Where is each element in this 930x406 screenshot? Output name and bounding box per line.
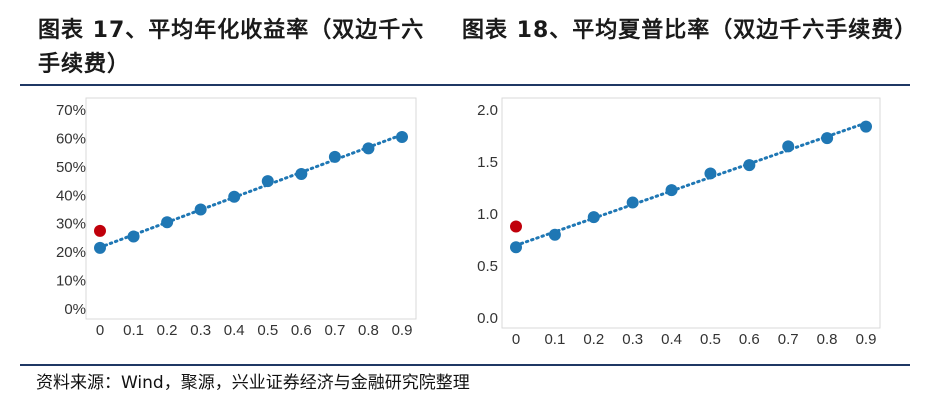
data-point xyxy=(396,131,408,144)
data-point xyxy=(548,228,561,241)
highlight-point xyxy=(94,224,106,237)
y-tick-label: 1.5 xyxy=(477,154,498,171)
x-tick-label: 0.3 xyxy=(622,331,643,348)
data-point xyxy=(704,167,717,180)
x-tick-label: 0.5 xyxy=(257,322,278,339)
data-point xyxy=(782,140,795,153)
x-tick-label: 0.6 xyxy=(739,331,760,348)
x-tick-label: 0 xyxy=(96,322,104,339)
y-tick-label: 60% xyxy=(56,130,86,147)
x-tick-label: 0.9 xyxy=(856,331,877,348)
data-point xyxy=(510,241,522,254)
y-tick-label: 50% xyxy=(56,159,86,176)
x-tick-label: 0.1 xyxy=(123,322,144,339)
x-tick-label: 0.2 xyxy=(157,322,178,339)
source-note: 资料来源：Wind，聚源，兴业证券经济与金融研究院整理 xyxy=(36,373,470,393)
y-tick-label: 10% xyxy=(56,273,86,290)
x-tick-label: 0.8 xyxy=(817,331,838,348)
data-point xyxy=(362,142,375,155)
y-tick-label: 2.0 xyxy=(477,102,498,119)
y-tick-label: 30% xyxy=(56,216,86,233)
chart-title-right: 图表 18、平均夏普比率（双边千六手续费） xyxy=(462,18,918,43)
data-point xyxy=(821,132,834,145)
data-point xyxy=(626,196,639,209)
data-point xyxy=(194,203,207,216)
data-point xyxy=(228,190,241,203)
trendline xyxy=(514,121,868,247)
highlight-point xyxy=(510,220,522,233)
header-divider xyxy=(20,84,910,86)
x-tick-label: 0.6 xyxy=(291,322,312,339)
chart-title-left: 图表 17、平均年化收益率（双边千六手续费） xyxy=(38,18,425,77)
x-tick-label: 0.7 xyxy=(324,322,345,339)
y-tick-label: 20% xyxy=(56,244,86,261)
y-tick-label: 70% xyxy=(56,102,86,119)
x-tick-label: 0.2 xyxy=(583,331,604,348)
data-point xyxy=(587,211,600,224)
x-tick-label: 0.3 xyxy=(190,322,211,339)
data-point xyxy=(261,175,274,188)
x-tick-label: 0.4 xyxy=(224,322,245,339)
y-tick-label: 0% xyxy=(64,301,86,318)
plot-area-0 xyxy=(85,97,417,320)
x-tick-label: 0.4 xyxy=(661,331,682,348)
data-point xyxy=(328,150,341,163)
x-tick-label: 0.5 xyxy=(700,331,721,348)
y-tick-label: 0.5 xyxy=(477,258,498,275)
footer-divider xyxy=(20,364,910,366)
y-tick-label: 40% xyxy=(56,187,86,204)
data-point xyxy=(161,216,174,229)
trendline xyxy=(98,133,404,249)
x-tick-label: 0.7 xyxy=(778,331,799,348)
plot-area-1 xyxy=(501,97,881,329)
y-tick-label: 0.0 xyxy=(477,310,498,327)
data-point xyxy=(295,167,308,180)
data-point xyxy=(127,230,140,243)
y-tick-label: 1.0 xyxy=(477,206,498,223)
data-point xyxy=(743,159,756,172)
data-point xyxy=(94,241,106,254)
x-tick-label: 0.1 xyxy=(544,331,565,348)
data-point xyxy=(860,120,872,133)
data-point xyxy=(665,184,678,197)
x-tick-label: 0.8 xyxy=(358,322,379,339)
x-tick-label: 0.9 xyxy=(392,322,413,339)
x-tick-label: 0 xyxy=(512,331,520,348)
